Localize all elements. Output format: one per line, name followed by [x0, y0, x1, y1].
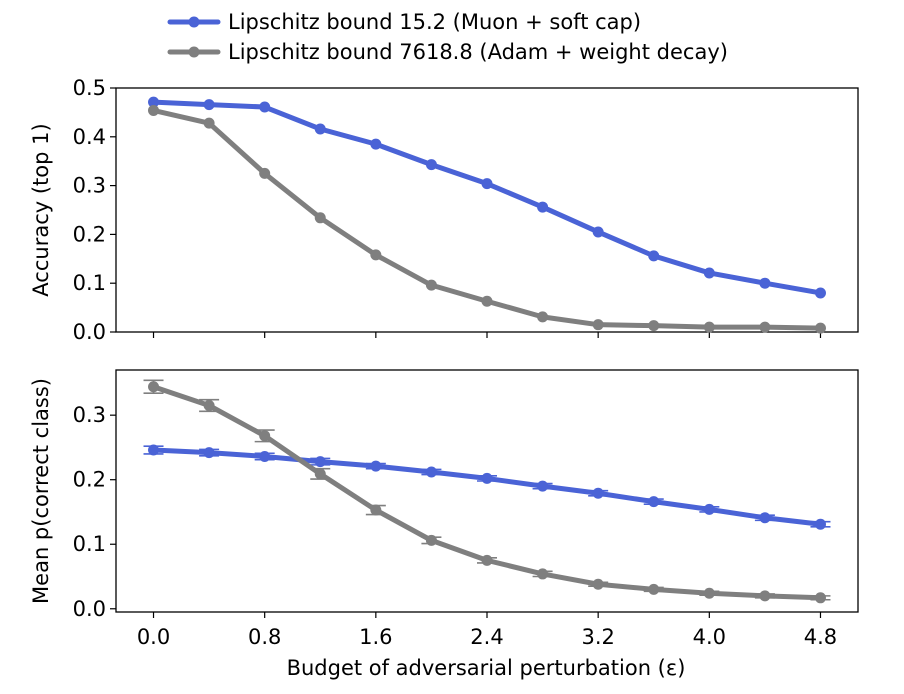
data-point: [759, 590, 771, 602]
legend-swatch-marker: [188, 16, 200, 28]
data-point: [370, 460, 382, 472]
data-point: [148, 96, 160, 108]
data-point: [814, 322, 826, 334]
data-point: [203, 399, 215, 411]
data-point: [148, 444, 160, 456]
data-point: [648, 583, 660, 595]
y-tick-label: 0.5: [73, 76, 106, 100]
series: [148, 104, 826, 334]
data-point: [759, 277, 771, 289]
data-point: [537, 311, 549, 323]
x-tick-label: 4.0: [693, 625, 726, 649]
data-point: [148, 381, 160, 393]
data-point: [481, 178, 493, 190]
x-tick-label: 0.8: [248, 625, 281, 649]
data-point: [259, 101, 271, 113]
data-point: [648, 320, 660, 332]
accuracy-panel: 0.0 0.1 0.2 0.3 0.4 0.5 Accuracy (top 1): [29, 76, 859, 344]
y-tick-label: 0.2: [73, 222, 106, 246]
data-point: [259, 167, 271, 179]
data-point: [370, 138, 382, 150]
data-point: [314, 468, 326, 480]
x-axis-label: Budget of adversarial perturbation (ε): [287, 656, 686, 680]
y-tick-label: 0.3: [73, 174, 106, 198]
data-point: [814, 592, 826, 604]
data-point: [259, 430, 271, 442]
data-point: [592, 319, 604, 331]
data-point: [203, 117, 215, 129]
data-point: [592, 487, 604, 499]
legend-label: Lipschitz bound 15.2 (Muon + soft cap): [228, 10, 641, 34]
legend-swatch-marker: [188, 46, 200, 58]
x-tick-label: 1.6: [359, 625, 392, 649]
data-point: [481, 472, 493, 484]
data-point: [759, 321, 771, 333]
data-point: [814, 518, 826, 530]
x-tick-label: 0.0: [137, 625, 170, 649]
data-point: [703, 503, 715, 515]
data-point: [314, 456, 326, 468]
data-point: [148, 104, 160, 116]
plot-frame: [115, 87, 859, 333]
data-point: [425, 279, 437, 291]
data-point: [203, 447, 215, 459]
series: [148, 96, 826, 299]
data-point: [537, 568, 549, 580]
data-point: [203, 99, 215, 111]
plot-frame: [115, 369, 859, 613]
data-point: [370, 504, 382, 516]
data-point: [537, 480, 549, 492]
data-point: [648, 496, 660, 508]
legend-label: Lipschitz bound 7618.8 (Adam + weight de…: [228, 40, 728, 64]
data-point: [648, 250, 660, 262]
y-tick-label: 0.0: [73, 597, 106, 621]
x-tick-label: 2.4: [470, 625, 503, 649]
data-point: [370, 249, 382, 261]
data-point: [481, 295, 493, 307]
data-point: [314, 212, 326, 224]
y-axis-label: Mean p(correct class): [29, 378, 53, 604]
data-point: [814, 287, 826, 299]
data-point: [703, 321, 715, 333]
series: [143, 444, 831, 530]
data-point: [537, 201, 549, 213]
data-point: [703, 587, 715, 599]
data-point: [425, 534, 437, 546]
x-tick-label: 3.2: [581, 625, 614, 649]
data-point: [592, 226, 604, 238]
series-line: [151, 384, 823, 601]
y-tick-label: 0.1: [73, 532, 106, 556]
data-point: [481, 554, 493, 566]
series-line: [151, 99, 823, 296]
series-line: [151, 107, 823, 331]
y-tick-label: 0.0: [73, 320, 106, 344]
series: [143, 379, 831, 604]
y-tick-label: 0.3: [73, 403, 106, 427]
data-point: [425, 159, 437, 171]
y-tick-label: 0.4: [73, 125, 106, 149]
probability-panel: 0.0 0.1 0.2 0.3 0.0 0.8 1.6 2.4 3.2 4.0 4.8 Mean p(…: [29, 369, 859, 649]
legend: Lipschitz bound 15.2 (Muon + soft cap) Li…: [167, 10, 728, 64]
data-point: [259, 450, 271, 462]
y-tick-label: 0.2: [73, 468, 106, 492]
data-point: [425, 466, 437, 478]
x-tick-label: 4.8: [804, 625, 837, 649]
y-axis-label: Accuracy (top 1): [29, 123, 53, 296]
data-point: [314, 123, 326, 135]
series-line: [151, 447, 823, 527]
data-point: [703, 267, 715, 279]
data-point: [592, 578, 604, 590]
y-tick-label: 0.1: [73, 271, 106, 295]
data-point: [759, 512, 771, 524]
